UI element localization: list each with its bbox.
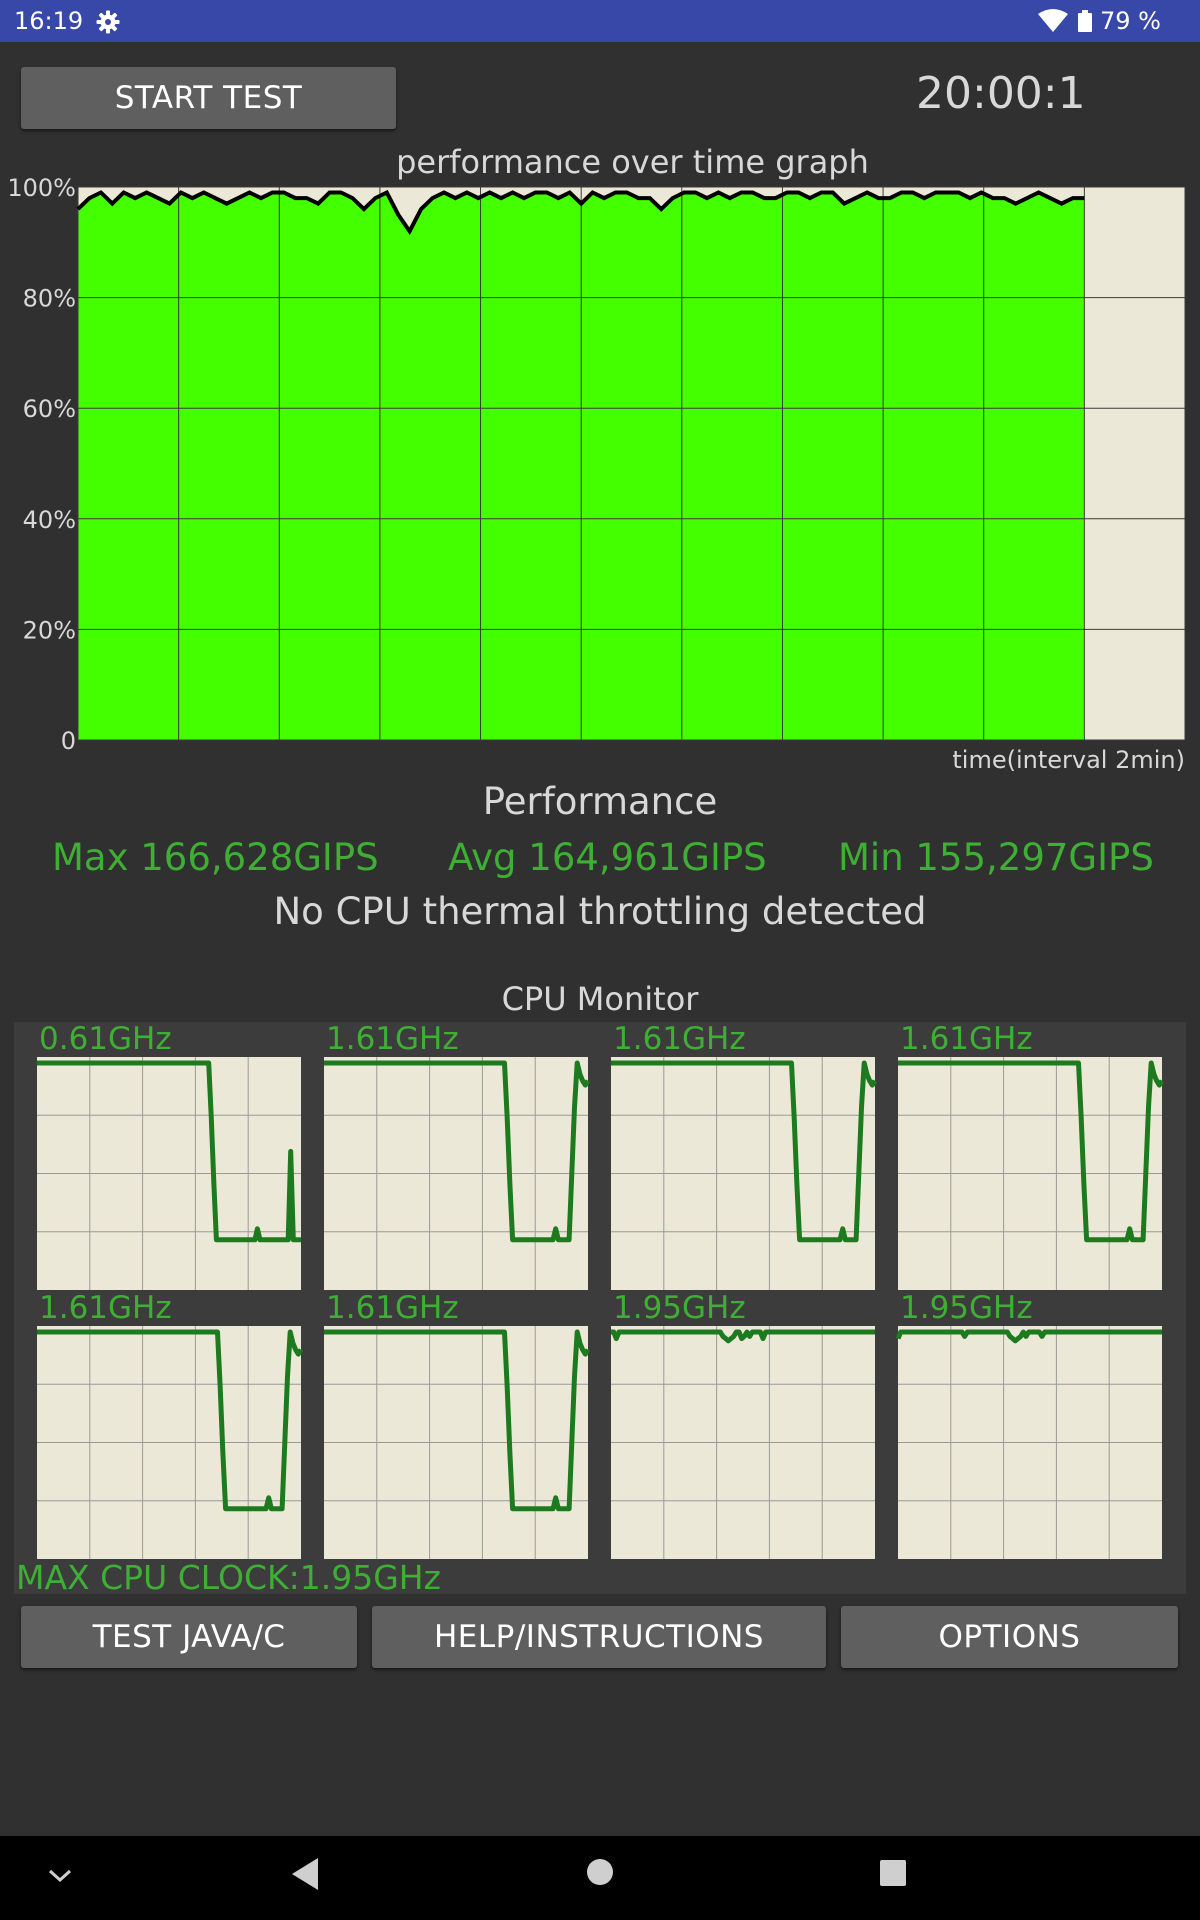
y-tick-label: 60% [23,395,76,423]
recents-icon[interactable] [878,1858,908,1888]
cpu-core-graphs [37,1057,1165,1559]
back-icon[interactable] [288,1856,322,1892]
y-tick-label: 80% [23,285,76,313]
performance-graph: 0 20% 40% 60% 80% 100% time(interval 2min) [7,176,1186,774]
battery-percent: 79 % [1100,7,1161,35]
y-tick-label: 40% [23,506,76,534]
min-gips: Min 155,297GIPS [838,836,1154,879]
cpu-core-line [37,1060,301,1243]
start-test-button[interactable]: START TEST [21,67,396,129]
help-instructions-button[interactable]: HELP/INSTRUCTIONS [372,1606,826,1668]
cpu-core-label: 1.95GHz [900,1290,1033,1326]
throttling-status: No CPU thermal throttling detected [273,890,927,933]
options-button[interactable]: OPTIONS [841,1606,1178,1668]
cpu-core-label: 1.61GHz [326,1021,459,1057]
status-time: 16:19 [14,7,84,35]
gear-icon [96,10,120,34]
avg-gips: Avg 164,961GIPS [448,836,767,879]
chevron-down-icon[interactable] [46,1866,74,1886]
graph-grid [77,186,1186,741]
cpu-core-line [611,1060,878,1243]
cpu-core-line [324,1329,591,1512]
cpu-core-graph [898,1057,1165,1290]
cpu-monitor-heading: CPU Monitor [501,980,699,1018]
cpu-core-graph [611,1057,878,1290]
cpu-core-graph [37,1057,301,1290]
timer-display: 20:00:1 [916,68,1086,119]
cpu-core-graph [37,1326,304,1559]
cpu-core-line [611,1329,875,1344]
cpu-core-label: 1.61GHz [900,1021,1033,1057]
cpu-core-line [324,1060,591,1243]
status-bar: 16:19 79 % [0,0,1200,42]
cpu-core-label: 1.95GHz [613,1290,746,1326]
cpu-core-line [895,1329,1162,1344]
home-icon[interactable] [584,1856,616,1888]
y-tick-label: 0 [61,727,76,755]
x-axis-label: time(interval 2min) [952,746,1185,774]
battery-icon [1078,10,1092,32]
max-cpu-clock: MAX CPU CLOCK:1.95GHz [16,1558,441,1597]
graph-title: performance over time graph [396,143,869,181]
cpu-core-graph [611,1326,875,1559]
performance-heading: Performance [482,780,718,823]
max-gips: Max 166,628GIPS [52,836,379,879]
wifi-icon [1038,9,1068,32]
y-tick-label: 100% [7,176,76,202]
navigation-bar [0,1836,1200,1920]
cpu-core-label: 1.61GHz [613,1021,746,1057]
cpu-core-graph [895,1326,1162,1559]
cpu-core-line [37,1329,304,1512]
cpu-core-label: 0.61GHz [39,1021,172,1057]
cpu-core-line [898,1060,1165,1243]
cpu-core-label: 1.61GHz [326,1290,459,1326]
y-tick-label: 20% [23,616,76,644]
cpu-core-graph [324,1326,591,1559]
test-java-c-button[interactable]: TEST JAVA/C [21,1606,357,1668]
cpu-core-label: 1.61GHz [39,1290,172,1326]
performance-line [76,189,1085,236]
cpu-core-graph [324,1057,591,1290]
